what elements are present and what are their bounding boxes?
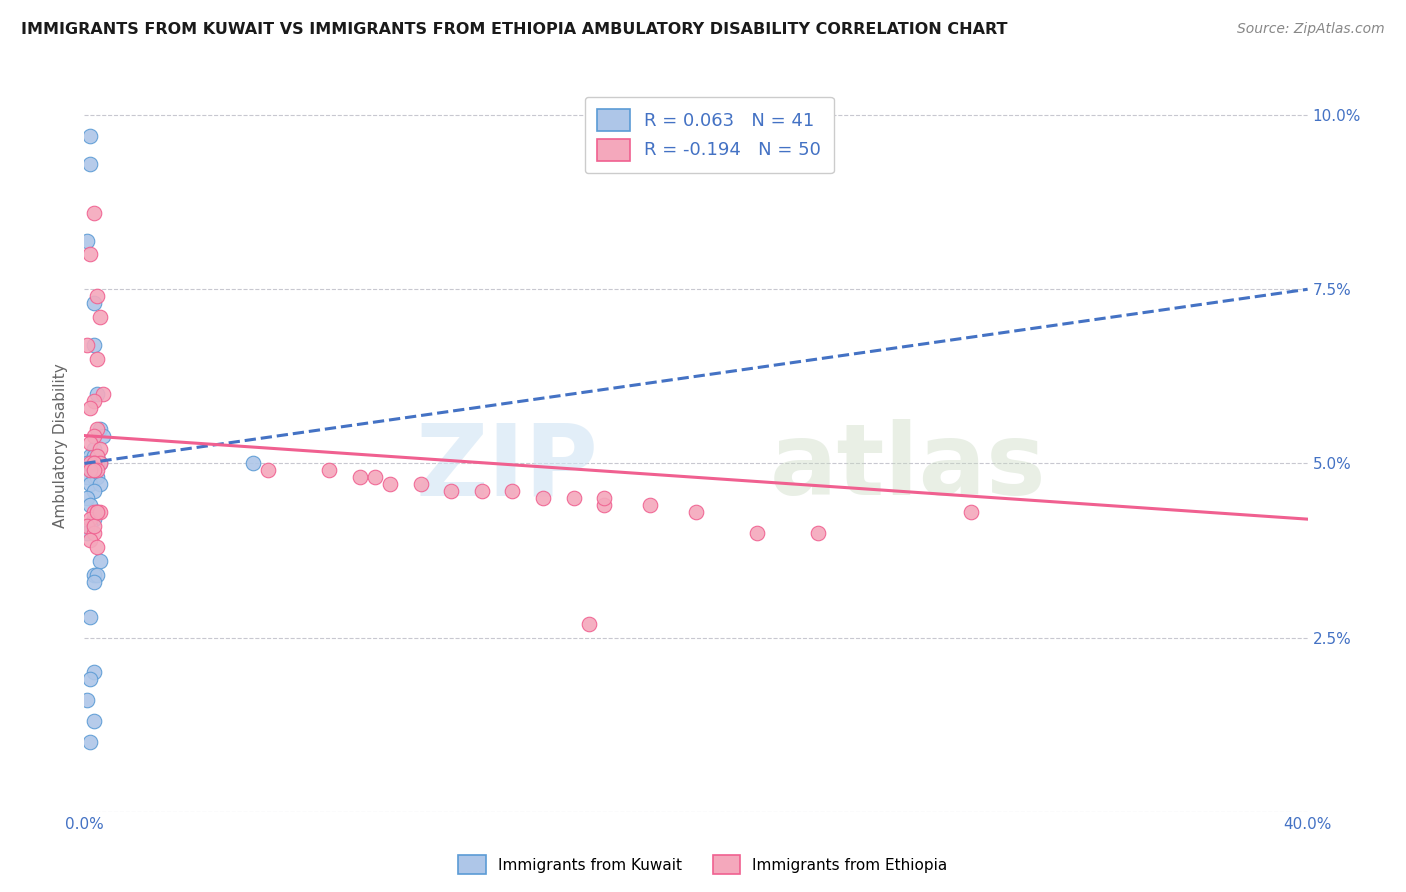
- Point: [86, 450, 108, 464]
- Point: [89, 310, 111, 325]
- Point: [685, 505, 707, 519]
- Point: [79, 512, 101, 526]
- Point: [83, 574, 105, 589]
- Point: [318, 463, 340, 477]
- Point: [86, 463, 108, 477]
- Point: [409, 477, 432, 491]
- Point: [83, 463, 105, 477]
- Point: [86, 505, 108, 519]
- Point: [747, 526, 769, 541]
- Point: [79, 609, 101, 624]
- Text: atlas: atlas: [769, 419, 1046, 516]
- Point: [79, 477, 101, 491]
- Point: [79, 498, 101, 512]
- Text: IMMIGRANTS FROM KUWAIT VS IMMIGRANTS FROM ETHIOPIA AMBULATORY DISABILITY CORRELA: IMMIGRANTS FROM KUWAIT VS IMMIGRANTS FRO…: [21, 22, 1008, 37]
- Point: [76, 470, 98, 484]
- Point: [86, 470, 108, 484]
- Point: [79, 128, 101, 143]
- Point: [76, 491, 98, 506]
- Legend: R = 0.063   N = 41, R = -0.194   N = 50: R = 0.063 N = 41, R = -0.194 N = 50: [585, 96, 834, 173]
- Point: [89, 477, 111, 491]
- Point: [83, 567, 105, 582]
- Point: [86, 421, 108, 435]
- Point: [79, 519, 101, 533]
- Point: [83, 665, 105, 680]
- Point: [257, 463, 280, 477]
- Point: [89, 554, 111, 568]
- Point: [79, 735, 101, 749]
- Legend: Immigrants from Kuwait, Immigrants from Ethiopia: Immigrants from Kuwait, Immigrants from …: [453, 849, 953, 880]
- Point: [79, 463, 101, 477]
- Point: [83, 450, 105, 464]
- Point: [89, 505, 111, 519]
- Point: [86, 450, 108, 464]
- Point: [83, 442, 105, 457]
- Point: [83, 457, 105, 471]
- Point: [83, 296, 105, 310]
- Point: [89, 421, 111, 435]
- Point: [79, 435, 101, 450]
- Point: [79, 533, 101, 547]
- Point: [562, 491, 585, 506]
- Point: [76, 693, 98, 707]
- Point: [89, 457, 111, 471]
- Point: [380, 477, 402, 491]
- Point: [83, 463, 105, 477]
- Point: [83, 512, 105, 526]
- Point: [83, 457, 105, 471]
- Point: [83, 505, 105, 519]
- Point: [83, 714, 105, 728]
- Point: [471, 484, 494, 499]
- Point: [83, 338, 105, 352]
- Point: [593, 491, 616, 506]
- Point: [79, 157, 101, 171]
- Point: [79, 457, 101, 471]
- Point: [578, 616, 600, 631]
- Point: [86, 386, 108, 401]
- Point: [502, 484, 524, 499]
- Point: [83, 526, 105, 541]
- Point: [440, 484, 463, 499]
- Point: [83, 519, 105, 533]
- Point: [960, 505, 983, 519]
- Point: [86, 567, 108, 582]
- Point: [83, 470, 105, 484]
- Point: [83, 205, 105, 219]
- Point: [86, 505, 108, 519]
- Point: [86, 505, 108, 519]
- Point: [86, 457, 108, 471]
- Point: [89, 457, 111, 471]
- Text: ZIP: ZIP: [415, 419, 598, 516]
- Point: [638, 498, 661, 512]
- Text: Source: ZipAtlas.com: Source: ZipAtlas.com: [1237, 22, 1385, 37]
- Point: [79, 673, 101, 687]
- Point: [86, 351, 108, 366]
- Y-axis label: Ambulatory Disability: Ambulatory Disability: [53, 364, 69, 528]
- Point: [79, 401, 101, 415]
- Point: [83, 393, 105, 408]
- Point: [83, 428, 105, 442]
- Point: [242, 457, 264, 471]
- Point: [364, 470, 387, 484]
- Point: [76, 457, 98, 471]
- Point: [349, 470, 371, 484]
- Point: [86, 540, 108, 554]
- Point: [86, 289, 108, 303]
- Point: [807, 526, 830, 541]
- Point: [83, 484, 105, 499]
- Point: [79, 450, 101, 464]
- Point: [83, 457, 105, 471]
- Point: [89, 442, 111, 457]
- Point: [91, 386, 114, 401]
- Point: [76, 234, 98, 248]
- Point: [76, 338, 98, 352]
- Point: [531, 491, 554, 506]
- Point: [91, 428, 114, 442]
- Point: [76, 519, 98, 533]
- Point: [79, 247, 101, 261]
- Point: [593, 498, 616, 512]
- Point: [76, 526, 98, 541]
- Point: [79, 457, 101, 471]
